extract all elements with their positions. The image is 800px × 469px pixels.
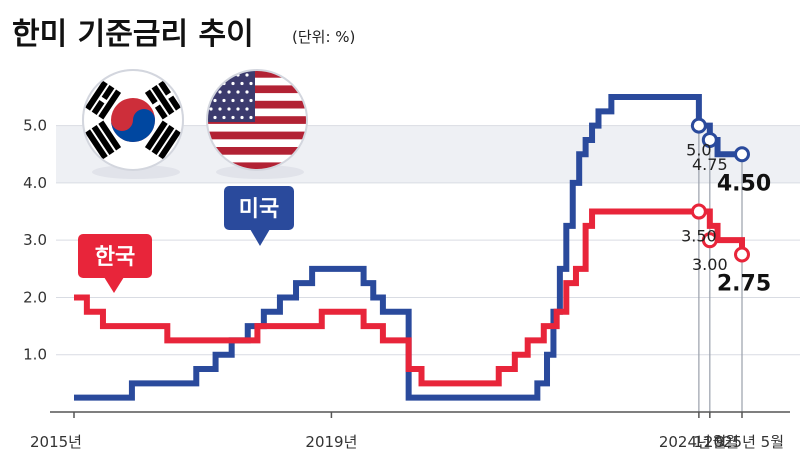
us-flag-icon xyxy=(206,69,308,179)
y-axis: 1.0 2.0 3.0 4.0 5.0 xyxy=(23,117,47,364)
korea-callout-label: 한국 xyxy=(95,245,135,270)
x-tick-label: 11월 xyxy=(693,433,726,451)
korea-rate-marker xyxy=(734,246,750,263)
korea-callout: 한국 xyxy=(78,234,152,293)
korea-rate-line xyxy=(74,208,745,387)
chart-title: 한미 기준금리 추이 xyxy=(12,17,254,52)
unit-note: (단위: %) xyxy=(292,28,355,46)
korea-rate-label: 3.00 xyxy=(692,255,728,274)
korea-flag-icon xyxy=(82,69,184,179)
korea-rate-marker xyxy=(701,232,718,249)
us-rate-marker xyxy=(690,117,707,134)
us-rate-label: 4.50 xyxy=(717,171,771,196)
korea-rate-marker xyxy=(690,203,707,220)
us-rate-label: 5.0 xyxy=(686,141,711,160)
x-tick-label: 2015년 xyxy=(30,433,82,451)
korea-rate-label: 3.50 xyxy=(681,227,717,246)
us-rate-marker xyxy=(734,146,750,163)
x-tick-label: 2024년 9월 xyxy=(659,433,739,451)
us-callout-label: 미국 xyxy=(239,197,279,222)
us-rate-marker xyxy=(701,131,718,148)
endpoint-markers xyxy=(690,117,750,263)
y-tick-label: 5.0 xyxy=(23,117,47,135)
korea-rate-label: 2.75 xyxy=(717,272,771,297)
data-labels: 5.04.754.50 3.50 3.002.75 xyxy=(681,141,771,297)
us-callout: 미국 xyxy=(224,186,294,246)
us-rate-line xyxy=(74,94,742,401)
y-tick-label: 1.0 xyxy=(23,346,47,364)
x-tick-label: 2019년 xyxy=(305,433,357,451)
series-lines xyxy=(74,94,745,401)
x-tick-label: 2025년 5월 xyxy=(704,433,784,451)
us-rate-label: 4.75 xyxy=(692,155,728,174)
y-tick-label: 3.0 xyxy=(23,231,47,249)
y-tick-label: 4.0 xyxy=(23,174,47,192)
y-tick-label: 2.0 xyxy=(23,288,47,306)
